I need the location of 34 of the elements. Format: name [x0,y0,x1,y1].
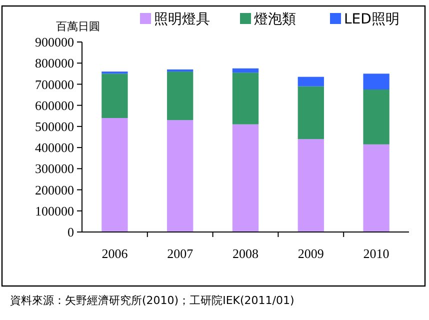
y-tick-label: 0 [68,224,74,240]
legend-label: LED照明 [344,11,400,28]
bar [232,72,259,124]
y-tick-label: 600000 [35,98,74,113]
bar [298,76,324,86]
y-tick-label: 800000 [35,56,74,71]
x-tick-label: 2006 [102,246,128,261]
bar [167,69,194,72]
legend-label: 照明燈具 [154,11,210,28]
bar [298,86,324,140]
source-note: 資料來源：矢野經濟研究所(2010)；工研院IEK(2011/01) [10,294,294,307]
y-tick-label: 100000 [35,203,74,218]
bar [298,139,324,232]
bar [363,90,390,144]
y-tick-label: 900000 [35,34,74,50]
bar [363,144,390,232]
x-tick-label: 2007 [167,246,194,261]
x-tick-label: 2010 [363,246,390,261]
y-tick-label: 500000 [35,118,74,134]
y-tick-label: 400000 [35,140,74,156]
bar [167,72,194,120]
bar [363,74,390,90]
y-tick-label: 700000 [35,76,74,92]
y-tick-label: 200000 [35,182,74,198]
y-axis-title: 百萬日圓 [56,20,100,33]
bar [232,68,259,73]
bar [102,118,128,232]
x-tick-label: 2008 [232,246,258,261]
bar [167,120,194,232]
bar [102,74,128,118]
bar [232,124,259,232]
legend-label: 燈泡類 [254,11,296,28]
x-tick-label: 2009 [298,246,324,261]
y-tick-label: 300000 [35,161,74,176]
